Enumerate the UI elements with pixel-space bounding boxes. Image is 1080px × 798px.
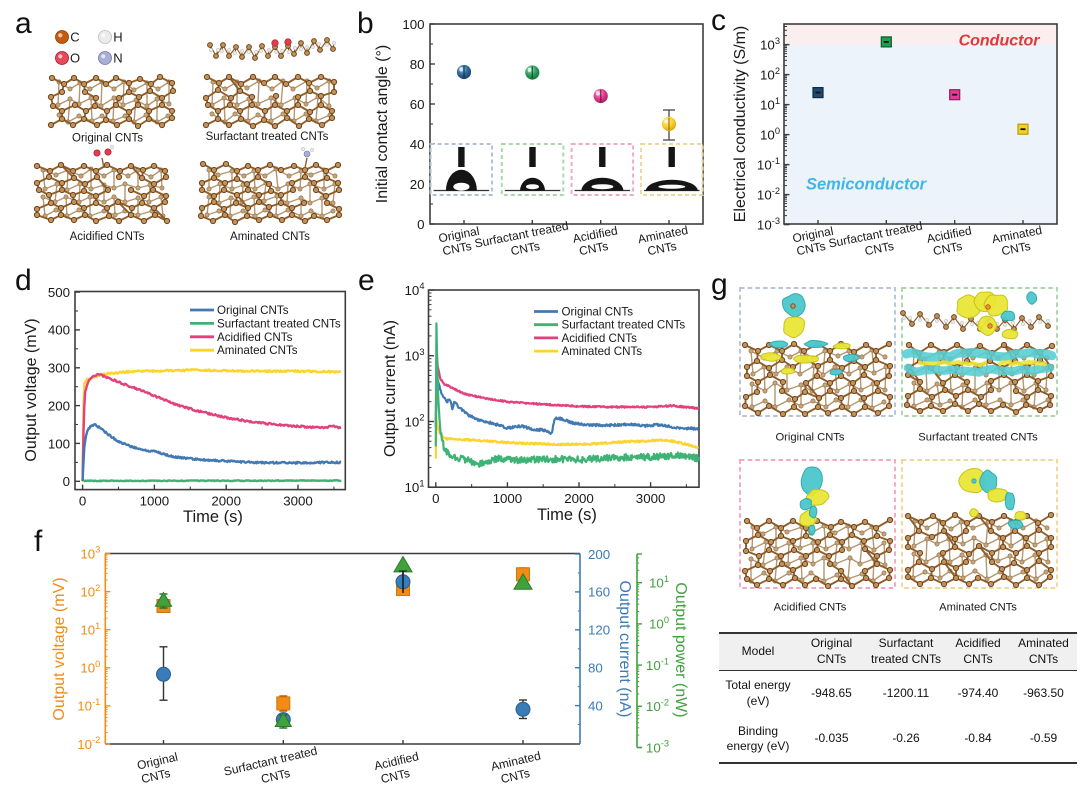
svg-text:102: 102 xyxy=(405,413,425,430)
svg-text:Output voltage (mV): Output voltage (mV) xyxy=(51,577,68,720)
svg-text:101: 101 xyxy=(649,574,669,591)
svg-text:200: 200 xyxy=(48,398,70,413)
svg-text:10-1: 10-1 xyxy=(757,156,780,173)
svg-text:103: 103 xyxy=(80,545,100,562)
svg-text:101: 101 xyxy=(80,621,100,638)
svg-text:Original CNTs: Original CNTs xyxy=(562,306,634,319)
svg-text:10-2: 10-2 xyxy=(77,735,100,752)
svg-text:10-1: 10-1 xyxy=(77,697,100,714)
svg-text:Time (s): Time (s) xyxy=(537,506,597,524)
svg-text:Original CNTs: Original CNTs xyxy=(72,133,143,145)
svg-text:101: 101 xyxy=(760,96,780,113)
svg-text:Electrical conductivity (S/m): Electrical conductivity (S/m) xyxy=(732,26,749,223)
svg-text:Acidified CNTs: Acidified CNTs xyxy=(774,602,847,614)
svg-text:0: 0 xyxy=(63,474,70,489)
svg-text:Surfactant treated CNTs: Surfactant treated CNTs xyxy=(918,432,1038,444)
svg-text:g: g xyxy=(711,268,728,301)
svg-text:CNTs: CNTs xyxy=(140,766,172,786)
svg-text:0: 0 xyxy=(432,491,439,506)
svg-text:3000: 3000 xyxy=(283,494,313,509)
svg-text:102: 102 xyxy=(80,583,100,600)
svg-text:103: 103 xyxy=(405,347,425,364)
svg-text:0: 0 xyxy=(417,217,424,232)
svg-text:Conductor: Conductor xyxy=(959,33,1041,50)
svg-text:Output current (nA): Output current (nA) xyxy=(616,581,633,718)
svg-text:300: 300 xyxy=(48,361,70,376)
svg-text:CNTs: CNTs xyxy=(441,239,472,258)
svg-text:CNTs: CNTs xyxy=(379,766,411,786)
svg-text:Original CNTs: Original CNTs xyxy=(775,432,844,444)
svg-text:80: 80 xyxy=(410,57,425,72)
svg-text:Output current (nA): Output current (nA) xyxy=(382,320,399,457)
svg-text:103: 103 xyxy=(760,36,780,53)
svg-text:Aminated CNTs: Aminated CNTs xyxy=(939,602,1017,614)
svg-text:40: 40 xyxy=(410,137,425,152)
svg-text:100: 100 xyxy=(80,659,100,676)
svg-text:1000: 1000 xyxy=(140,494,170,509)
svg-text:10-3: 10-3 xyxy=(646,739,669,756)
svg-text:Acidified CNTs: Acidified CNTs xyxy=(217,331,293,344)
svg-text:Acidified CNTs: Acidified CNTs xyxy=(562,332,638,345)
svg-text:CNTs: CNTs xyxy=(578,239,609,258)
svg-text:CNTs: CNTs xyxy=(646,239,677,258)
svg-text:10-2: 10-2 xyxy=(646,698,669,715)
svg-text:102: 102 xyxy=(760,66,780,83)
svg-text:CNTs: CNTs xyxy=(1000,239,1031,258)
svg-text:Aminated CNTs: Aminated CNTs xyxy=(230,231,310,243)
svg-text:400: 400 xyxy=(48,323,70,338)
svg-text:2000: 2000 xyxy=(564,491,594,506)
svg-text:C: C xyxy=(70,30,79,45)
svg-text:10-1: 10-1 xyxy=(646,656,669,673)
svg-text:Surfactant treated CNTs: Surfactant treated CNTs xyxy=(217,317,341,330)
svg-text:CNTs: CNTs xyxy=(864,239,895,258)
svg-text:Surfactant treated CNTs: Surfactant treated CNTs xyxy=(562,319,686,332)
svg-text:Semiconductor: Semiconductor xyxy=(806,176,928,194)
svg-text:80: 80 xyxy=(588,661,603,676)
svg-text:10-3: 10-3 xyxy=(757,216,780,233)
svg-text:e: e xyxy=(358,264,375,297)
svg-text:120: 120 xyxy=(588,623,610,638)
svg-text:Acidified CNTs: Acidified CNTs xyxy=(70,231,145,243)
svg-text:10-2: 10-2 xyxy=(757,186,780,203)
svg-text:60: 60 xyxy=(410,97,425,112)
svg-text:d: d xyxy=(15,264,32,297)
svg-text:CNTs: CNTs xyxy=(260,766,292,786)
svg-text:Surfactant treated CNTs: Surfactant treated CNTs xyxy=(206,131,329,143)
svg-text:Output power (nW): Output power (nW) xyxy=(672,582,689,717)
svg-text:1000: 1000 xyxy=(493,491,523,506)
svg-text:100: 100 xyxy=(48,436,70,451)
svg-text:Time (s): Time (s) xyxy=(183,508,243,526)
svg-text:Original CNTs: Original CNTs xyxy=(217,304,289,317)
svg-text:CNTs: CNTs xyxy=(510,239,541,258)
svg-text:a: a xyxy=(15,7,32,40)
svg-text:CNTs: CNTs xyxy=(795,239,826,258)
svg-text:100: 100 xyxy=(760,126,780,143)
svg-text:N: N xyxy=(113,51,122,66)
svg-text:20: 20 xyxy=(410,177,425,192)
svg-text:200: 200 xyxy=(588,547,610,562)
svg-text:40: 40 xyxy=(588,698,603,713)
svg-text:Aminated CNTs: Aminated CNTs xyxy=(562,345,643,358)
svg-text:CNTs: CNTs xyxy=(932,239,963,258)
svg-text:Output voltage (mV): Output voltage (mV) xyxy=(23,318,40,461)
svg-text:CNTs: CNTs xyxy=(499,766,531,786)
svg-text:100: 100 xyxy=(402,17,424,32)
svg-text:3000: 3000 xyxy=(636,491,666,506)
svg-text:2000: 2000 xyxy=(211,494,241,509)
svg-text:101: 101 xyxy=(405,478,425,495)
svg-text:H: H xyxy=(113,30,122,45)
svg-text:Initial contact angle (°): Initial contact angle (°) xyxy=(374,45,391,203)
svg-text:c: c xyxy=(711,4,726,37)
svg-text:104: 104 xyxy=(405,281,425,298)
svg-text:500: 500 xyxy=(48,285,70,300)
svg-text:0: 0 xyxy=(79,494,86,509)
svg-text:b: b xyxy=(357,7,374,40)
svg-text:Aminated CNTs: Aminated CNTs xyxy=(217,344,298,357)
svg-text:100: 100 xyxy=(649,615,669,632)
svg-text:O: O xyxy=(70,51,80,66)
svg-text:f: f xyxy=(34,525,43,558)
svg-text:160: 160 xyxy=(588,585,610,600)
